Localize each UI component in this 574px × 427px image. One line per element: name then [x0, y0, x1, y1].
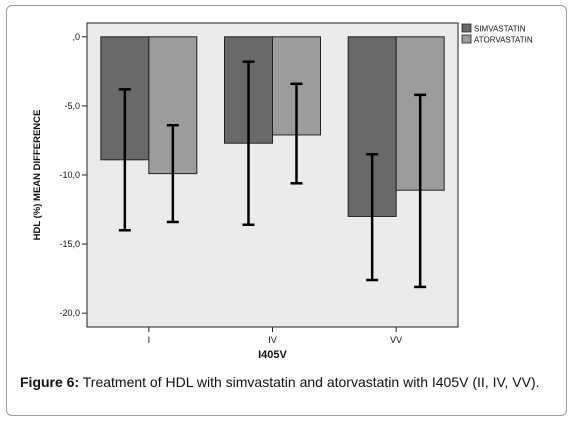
legend-swatch	[461, 34, 472, 44]
x-axis-title: I405V	[258, 349, 287, 361]
x-tick-label: VV	[390, 335, 402, 345]
legend-swatch	[461, 23, 472, 33]
x-tick-label: I	[148, 335, 151, 345]
figure-caption: Figure 6: Treatment of HDL with simvasta…	[20, 374, 556, 391]
caption-text: Treatment of HDL with simvastatin and at…	[79, 374, 540, 390]
y-tick-label: -10,0	[59, 170, 80, 180]
legend-label: SIMVASTATIN	[474, 25, 526, 34]
y-tick-label: -5,0	[64, 101, 80, 111]
x-tick-label: IV	[268, 335, 277, 345]
y-tick-label: ,0	[72, 32, 80, 42]
y-tick-label: -15,0	[59, 239, 80, 249]
y-tick-label: -20,0	[59, 308, 80, 318]
y-axis-title: HDL (%) MEAN DIFFERENCE	[32, 110, 43, 241]
legend-label: ATORVASTATIN	[474, 36, 533, 45]
caption-label: Figure 6:	[20, 374, 80, 390]
